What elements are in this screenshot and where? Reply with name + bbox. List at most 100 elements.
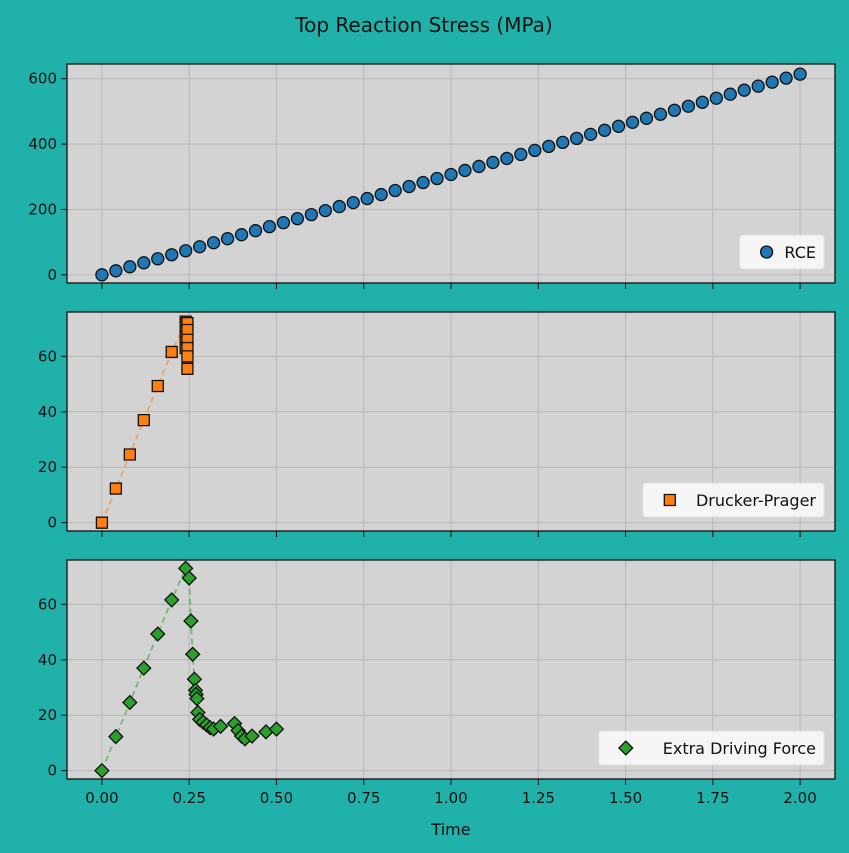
y-tick-label: 60 [38, 595, 57, 613]
data-point [163, 592, 180, 608]
y-tick-label: 0 [47, 266, 57, 284]
data-point [667, 103, 682, 117]
y-tick-label: 60 [38, 347, 57, 365]
axes-frame [66, 311, 836, 532]
y-tick-label: 200 [28, 200, 57, 218]
data-point [290, 211, 305, 226]
subplot-extra-driving-force: 0 20 40 60 0.00 0.25 0.50 0.75 1.00 1.25 1.50 1.75 2… [38, 559, 836, 807]
data-point [723, 87, 737, 101]
data-point [458, 163, 472, 178]
figure-title: Top Reaction Stress (MPa) [294, 13, 552, 37]
data-point [109, 482, 123, 495]
data-point [268, 721, 285, 737]
data-point [444, 167, 458, 182]
data-point [709, 91, 723, 105]
x-tick-label: 0.75 [347, 789, 380, 807]
data-point [472, 159, 486, 174]
x-tick-label: 1.25 [522, 789, 555, 807]
data-point [542, 139, 556, 154]
data-point [165, 248, 179, 262]
data-point [779, 71, 793, 85]
data-point [737, 83, 751, 97]
data-point [151, 252, 165, 266]
y-tick-label: 0 [47, 762, 57, 780]
data-point [193, 240, 207, 254]
data-point [123, 260, 137, 274]
data-point [597, 123, 612, 137]
data-point [183, 613, 199, 629]
y-tick-label: 20 [38, 458, 57, 476]
data-point [189, 690, 205, 707]
data-point [165, 345, 178, 359]
legend-label: Extra Driving Force [663, 739, 816, 758]
data-point [500, 151, 514, 166]
data-point [94, 762, 110, 779]
data-point [179, 244, 193, 258]
axes-frame [66, 559, 836, 780]
data-point [137, 256, 151, 270]
data-point [695, 95, 709, 109]
y-tick-label: 40 [38, 651, 57, 669]
x-tick-label: 0.50 [260, 789, 293, 807]
y-tick-label: 40 [38, 403, 57, 421]
data-point [206, 236, 221, 250]
x-tick-label: 2.00 [783, 789, 816, 807]
data-point [765, 75, 779, 89]
subplot-rce: 0 200 400 600 RCE [28, 63, 836, 289]
data-point [681, 99, 696, 113]
legend-box [642, 482, 825, 518]
data-point [262, 219, 277, 234]
data-point [583, 127, 598, 141]
axes-frame [66, 63, 836, 284]
data-point [181, 362, 194, 375]
data-point [514, 147, 528, 162]
x-tick-label: 1.75 [696, 789, 729, 807]
y-tick-label: 600 [28, 70, 57, 88]
data-point [248, 224, 263, 238]
legend-box [598, 730, 825, 766]
legend-label: Drucker-Prager [696, 491, 816, 510]
data-point [416, 175, 430, 190]
data-point [137, 413, 150, 427]
data-point [151, 379, 164, 393]
data-point [109, 264, 123, 278]
legend: Extra Driving Force [598, 730, 825, 766]
x-tick-label: 0.00 [85, 789, 118, 807]
y-tick-label: 20 [38, 706, 57, 724]
data-point [611, 119, 626, 133]
data-point [332, 199, 346, 214]
data-point [346, 195, 360, 210]
data-point [181, 570, 197, 586]
data-point [276, 216, 291, 230]
data-point [625, 115, 640, 129]
x-tick-label: 1.50 [609, 789, 642, 807]
y-tick-label: 400 [28, 135, 57, 153]
data-point [430, 171, 444, 186]
data-point [486, 155, 500, 170]
data-point [653, 107, 668, 121]
data-point [212, 718, 229, 735]
legend: Drucker-Prager [642, 482, 825, 518]
data-point [181, 350, 194, 363]
y-tick-label: 0 [47, 514, 57, 532]
data-point [220, 232, 235, 246]
data-point [244, 728, 260, 744]
data-point [123, 448, 136, 461]
legend-marker [759, 245, 774, 259]
data-point [318, 203, 332, 218]
data-point [95, 516, 109, 529]
x-tick-label: 1.00 [434, 789, 467, 807]
data-point [528, 143, 542, 158]
data-point [388, 183, 402, 198]
x-axis-label: Time [430, 820, 470, 839]
x-tick-label: 0.25 [172, 789, 205, 807]
data-point [639, 111, 654, 125]
data-point [234, 228, 249, 242]
data-point [122, 694, 138, 711]
data-point [751, 79, 765, 93]
data-point [402, 179, 416, 194]
data-point [149, 626, 166, 642]
legend-marker [618, 740, 634, 756]
data-point [136, 660, 152, 676]
